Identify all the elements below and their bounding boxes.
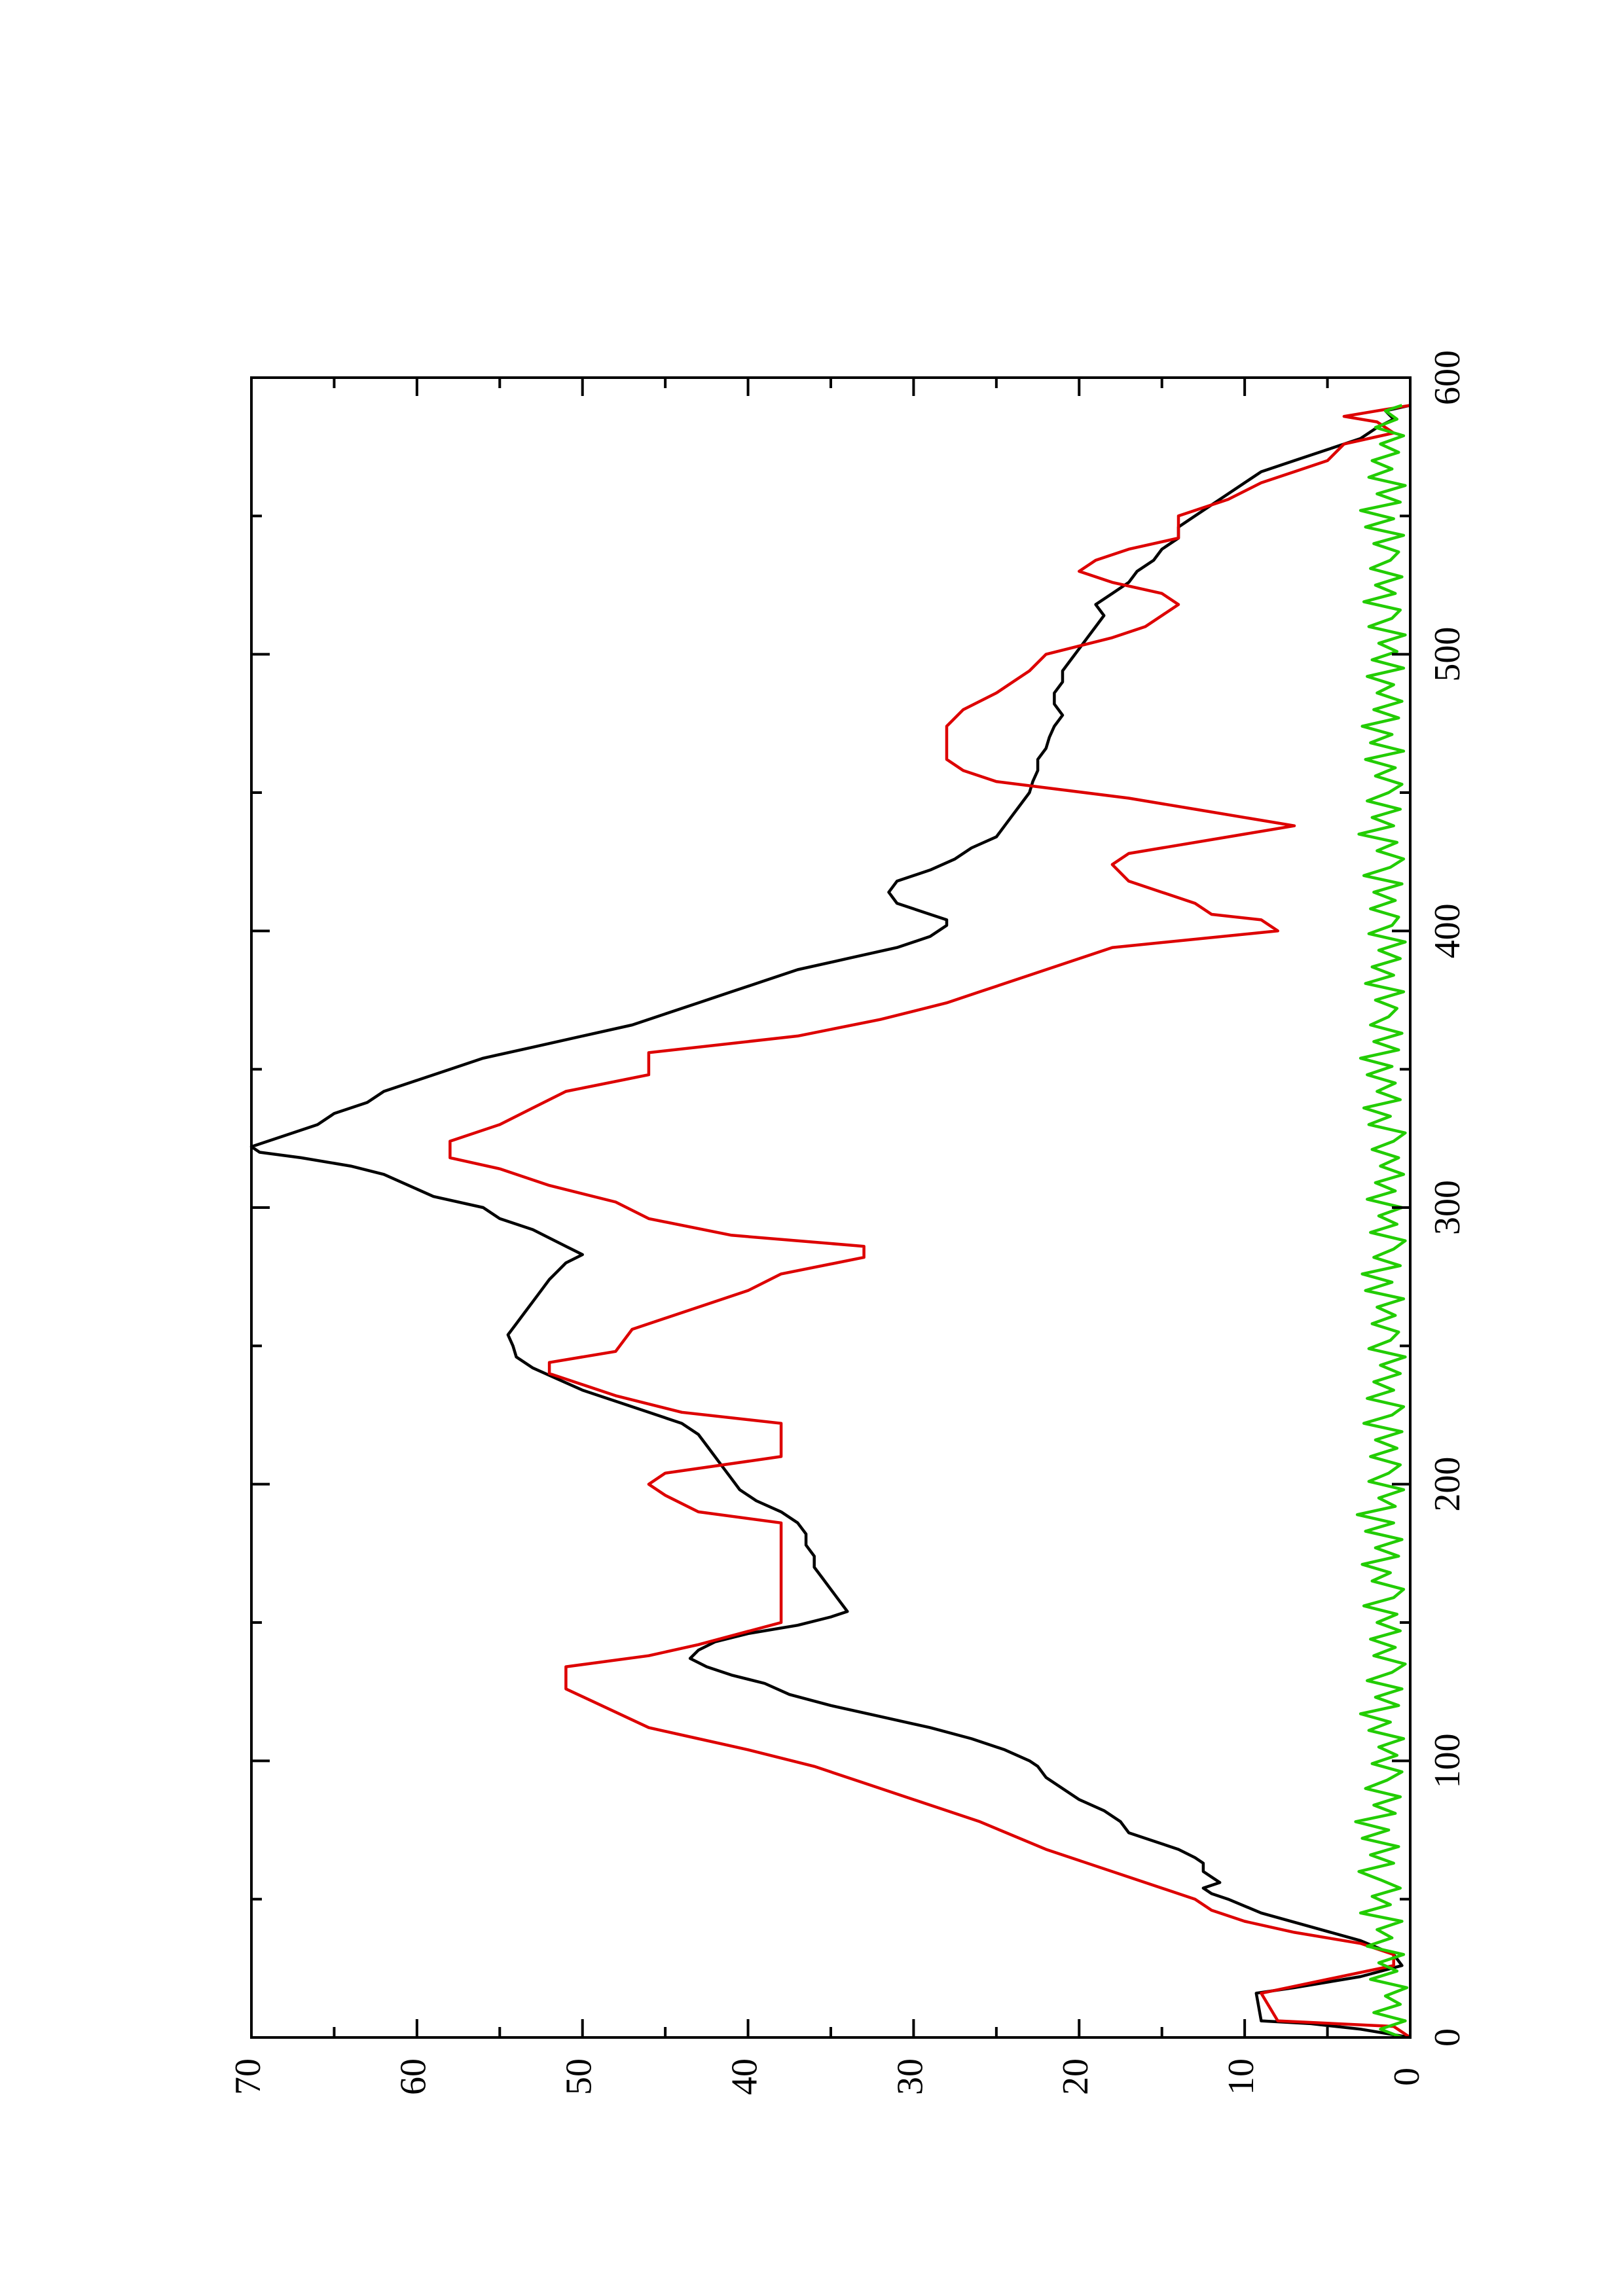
series-line-2 [448, 404, 1412, 2039]
y-tick-label: 0 [1387, 2068, 1427, 2086]
x-tick-label: 0 [1427, 2028, 1468, 2047]
series-layer [249, 404, 1412, 2039]
tick-layer [250, 376, 1412, 2039]
x-tick-label: 400 [1427, 903, 1468, 958]
x-tick-label: 600 [1427, 350, 1468, 405]
y-tick-label: 50 [559, 2058, 600, 2095]
x-tick-label: 100 [1427, 1733, 1468, 1788]
series-line-3 [1354, 404, 1409, 2039]
label-layer: 0 100 200 300 400 500 600 0 10 20 30 40 50 60 70 [228, 350, 1468, 2095]
y-tick-label: 30 [890, 2058, 930, 2095]
y-tick-label: 10 [1221, 2058, 1262, 2095]
y-tick-label: 70 [228, 2058, 268, 2095]
x-tick-label: 200 [1427, 1457, 1468, 1512]
x-tick-label: 500 [1427, 627, 1468, 682]
y-tick-label: 20 [1055, 2058, 1096, 2095]
y-tick-label: 60 [393, 2058, 434, 2095]
x-tick-label: 300 [1427, 1180, 1468, 1235]
y-tick-label: 40 [724, 2058, 765, 2095]
series-line-1 [249, 404, 1411, 2039]
